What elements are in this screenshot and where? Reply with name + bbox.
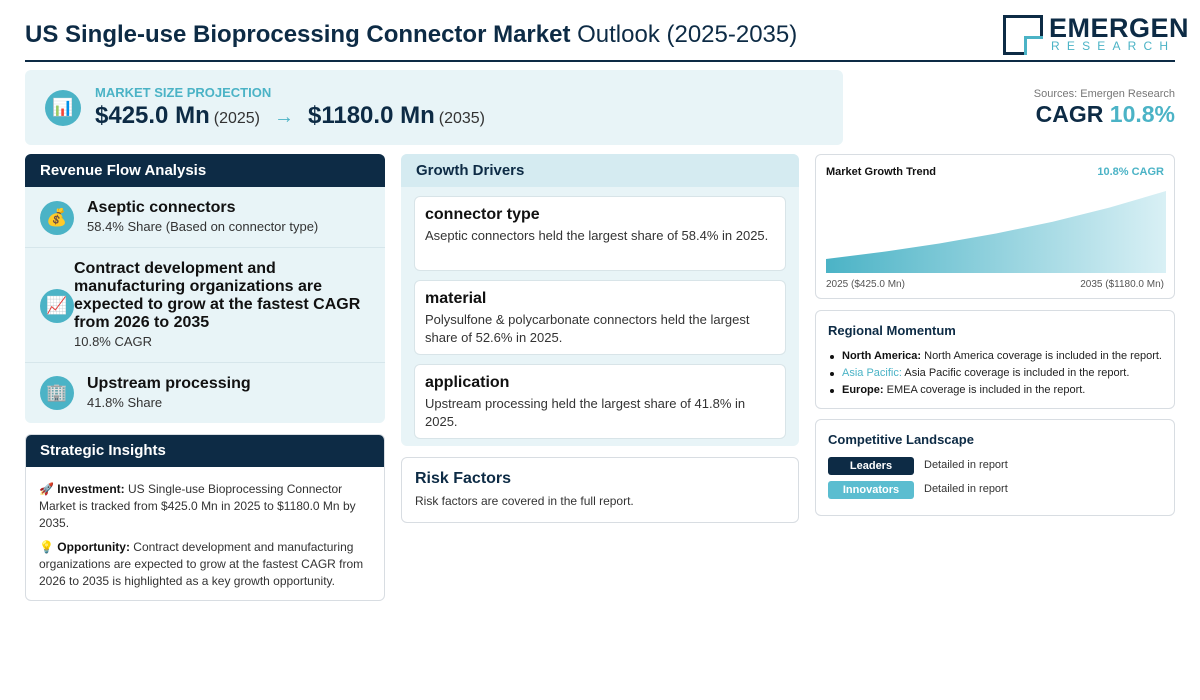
leaders-badge: Leaders — [828, 457, 914, 475]
trend-cagr: 10.8% CAGR — [1097, 166, 1164, 178]
strategic-insights-card: Strategic Insights 🚀 Investment: US Sing… — [25, 434, 385, 601]
trend-title: Market Growth Trend — [826, 166, 937, 178]
revenue-item: 📈 Contract development and manufacturing… — [25, 248, 385, 363]
building-icon: 🏢 — [40, 376, 74, 410]
risk-factors-card: Risk Factors Risk factors are covered in… — [401, 457, 799, 523]
logo-sub-text: RESEARCH — [1051, 39, 1176, 53]
logo-mark-icon — [1003, 15, 1043, 55]
driver-title: material — [425, 290, 487, 307]
money-bag-icon: 💰 — [40, 201, 74, 235]
opportunity-text: Contract development and manufacturing o… — [39, 540, 364, 588]
region-text: EMEA coverage is included in the report. — [886, 384, 1086, 396]
risk-factors-text: Risk factors are covered in the full rep… — [415, 494, 634, 508]
driver-text: Aseptic connectors held the largest shar… — [425, 228, 769, 243]
trend-start-label: 2025 ($425.0 Mn) — [826, 279, 905, 290]
bar-chart-icon: 📊 — [45, 90, 81, 126]
regional-momentum-title: Regional Momentum — [828, 323, 956, 338]
investment-text: US Single-use Bioprocessing Connector Ma… — [39, 482, 356, 530]
chart-increasing-icon: 📈 — [40, 289, 74, 323]
growth-drivers-card: Growth Drivers connector type Aseptic co… — [401, 154, 799, 446]
page-header: US Single-use Bioprocessing Connector Ma… — [25, 12, 1189, 62]
cagr-display: CAGR 10.8% — [1036, 101, 1175, 128]
revenue-item: 🏢 Upstream processing 41.8% Share — [25, 363, 385, 423]
driver-text: Polysulfone & polycarbonate connectors h… — [425, 312, 750, 345]
emergen-logo: EMERGEN RESEARCH — [1003, 13, 1189, 56]
region-text: Asia Pacific coverage is included in the… — [904, 367, 1130, 379]
driver-item: application Upstream processing held the… — [414, 364, 786, 439]
revenue-flow-title: Revenue Flow Analysis — [25, 154, 385, 187]
end-year: (2035) — [438, 110, 485, 127]
cagr-label: CAGR — [1035, 101, 1104, 127]
driver-item: material Polysulfone & polycarbonate con… — [414, 280, 786, 355]
growth-area — [826, 191, 1166, 273]
revenue-item-title: Upstream processing — [87, 375, 251, 392]
region-item: Europe: EMEA coverage is included in the… — [828, 382, 1162, 399]
strategic-insights-title: Strategic Insights — [26, 435, 384, 467]
region-item: Asia Pacific: Asia Pacific coverage is i… — [828, 365, 1162, 382]
market-size-label: MARKET SIZE PROJECTION — [95, 85, 272, 100]
trend-end-label: 2035 ($1180.0 Mn) — [1080, 279, 1164, 290]
opportunity-insight: 💡 Opportunity: Contract development and … — [39, 539, 369, 590]
innovators-badge: Innovators — [828, 481, 914, 499]
region-item: North America: North America coverage is… — [828, 348, 1162, 365]
regional-list: North America: North America coverage is… — [828, 348, 1162, 399]
driver-title: application — [425, 374, 510, 391]
revenue-item-sub: 41.8% Share — [87, 395, 163, 410]
regional-momentum-card: Regional Momentum North America: North A… — [815, 310, 1175, 409]
title-rest: Outlook (2025-2035) — [577, 21, 798, 48]
rocket-icon: 🚀 — [39, 482, 54, 496]
competitive-landscape-title: Competitive Landscape — [828, 432, 974, 447]
region-name: Asia Pacific: — [842, 367, 902, 379]
competitive-row: Innovators Detailed in report — [828, 481, 1162, 505]
region-name: North America: — [842, 350, 922, 362]
market-growth-trend-card: Market Growth Trend 10.8% CAGR 2025 ($42… — [815, 154, 1175, 299]
start-value: $425.0 Mn — [95, 102, 210, 129]
sources-text: Sources: Emergen Research — [1033, 88, 1175, 100]
driver-item: connector type Aseptic connectors held t… — [414, 196, 786, 271]
driver-title: connector type — [425, 206, 540, 223]
growth-drivers-title: Growth Drivers — [401, 154, 799, 187]
market-size-panel: 📊 MARKET SIZE PROJECTION $425.0 Mn (2025)… — [25, 70, 843, 145]
competitive-text: Detailed in report — [924, 483, 1008, 495]
arrow-right-icon: → — [273, 106, 294, 128]
logo-main-text: EMERGEN — [1049, 13, 1190, 43]
title-bold: US Single-use Bioprocessing Connector Ma… — [25, 21, 571, 48]
revenue-item-title: Aseptic connectors — [87, 199, 236, 216]
risk-factors-title: Risk Factors — [415, 470, 512, 487]
investment-label: Investment: — [57, 482, 125, 496]
revenue-item-sub: 58.4% Share (Based on connector type) — [87, 219, 319, 234]
competitive-row: Leaders Detailed in report — [828, 457, 1162, 481]
lightbulb-icon: 💡 — [39, 540, 54, 554]
region-name: Europe: — [842, 384, 884, 396]
driver-text: Upstream processing held the largest sha… — [425, 396, 746, 429]
competitive-text: Detailed in report — [924, 459, 1008, 471]
investment-insight: 🚀 Investment: US Single-use Bioprocessin… — [39, 481, 369, 532]
start-year: (2025) — [213, 110, 260, 127]
revenue-item: 💰 Aseptic connectors 58.4% Share (Based … — [25, 187, 385, 248]
growth-area-chart — [826, 191, 1166, 273]
competitive-landscape-card: Competitive Landscape Leaders Detailed i… — [815, 419, 1175, 516]
end-value: $1180.0 Mn — [307, 102, 435, 129]
revenue-flow-card: Revenue Flow Analysis 💰 Aseptic connecto… — [25, 154, 385, 423]
market-size-values: $425.0 Mn (2025) → $1180.0 Mn (2035) — [95, 102, 485, 130]
revenue-item-title: Contract development and manufacturing o… — [74, 260, 361, 331]
opportunity-label: Opportunity: — [57, 540, 130, 554]
revenue-item-sub: 10.8% CAGR — [74, 334, 153, 349]
cagr-value: 10.8% — [1109, 101, 1175, 127]
page-title: US Single-use Bioprocessing Connector Ma… — [25, 21, 797, 49]
region-text: North America coverage is included in th… — [924, 350, 1162, 362]
